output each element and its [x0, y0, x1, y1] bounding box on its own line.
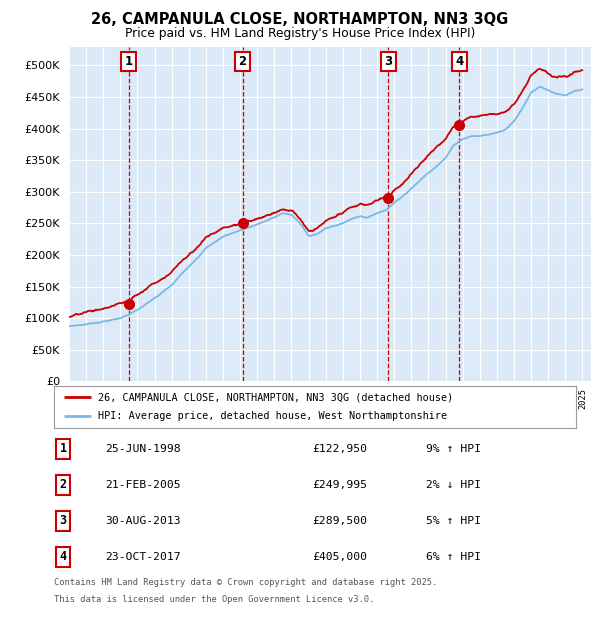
Text: 3: 3: [59, 515, 67, 527]
Text: 2: 2: [59, 479, 67, 491]
Text: 21-FEB-2005: 21-FEB-2005: [105, 480, 181, 490]
Text: This data is licensed under the Open Government Licence v3.0.: This data is licensed under the Open Gov…: [54, 595, 374, 604]
Text: 4: 4: [59, 551, 67, 563]
Text: 2% ↓ HPI: 2% ↓ HPI: [426, 480, 481, 490]
Text: 9% ↑ HPI: 9% ↑ HPI: [426, 444, 481, 454]
Text: 1: 1: [125, 55, 133, 68]
Text: £122,950: £122,950: [312, 444, 367, 454]
Text: Price paid vs. HM Land Registry's House Price Index (HPI): Price paid vs. HM Land Registry's House …: [125, 27, 475, 40]
Text: 3: 3: [384, 55, 392, 68]
Text: £289,500: £289,500: [312, 516, 367, 526]
Text: 2: 2: [238, 55, 247, 68]
Text: 23-OCT-2017: 23-OCT-2017: [105, 552, 181, 562]
Text: 5% ↑ HPI: 5% ↑ HPI: [426, 516, 481, 526]
Text: 30-AUG-2013: 30-AUG-2013: [105, 516, 181, 526]
Text: 26, CAMPANULA CLOSE, NORTHAMPTON, NN3 3QG: 26, CAMPANULA CLOSE, NORTHAMPTON, NN3 3Q…: [91, 12, 509, 27]
Text: 4: 4: [455, 55, 464, 68]
Text: 26, CAMPANULA CLOSE, NORTHAMPTON, NN3 3QG (detached house): 26, CAMPANULA CLOSE, NORTHAMPTON, NN3 3Q…: [98, 392, 454, 402]
Text: 6% ↑ HPI: 6% ↑ HPI: [426, 552, 481, 562]
Text: HPI: Average price, detached house, West Northamptonshire: HPI: Average price, detached house, West…: [98, 412, 448, 422]
Text: 1: 1: [59, 443, 67, 455]
Text: £405,000: £405,000: [312, 552, 367, 562]
Text: Contains HM Land Registry data © Crown copyright and database right 2025.: Contains HM Land Registry data © Crown c…: [54, 578, 437, 587]
Text: £249,995: £249,995: [312, 480, 367, 490]
Text: 25-JUN-1998: 25-JUN-1998: [105, 444, 181, 454]
